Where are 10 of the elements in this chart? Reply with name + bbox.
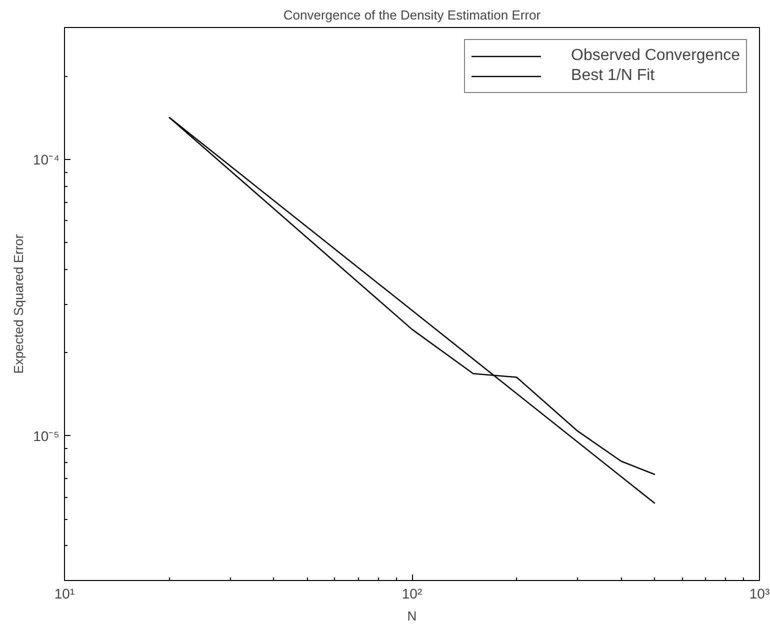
legend-label: Best 1/N Fit <box>571 67 655 85</box>
x-tick-label: 10² <box>402 586 422 602</box>
chart-title: Convergence of the Density Estimation Error <box>283 8 542 22</box>
x-tick-label: 10³ <box>749 586 770 602</box>
x-tick-label: 10¹ <box>54 586 75 602</box>
y-tick-label: 10⁻⁴ <box>32 151 60 168</box>
legend-label: Observed Convergence <box>571 47 740 65</box>
x-axis-title: N <box>407 608 417 624</box>
y-tick-label: 10⁻⁵ <box>33 428 60 444</box>
y-axis-title: Expected Squared Error <box>10 234 26 374</box>
